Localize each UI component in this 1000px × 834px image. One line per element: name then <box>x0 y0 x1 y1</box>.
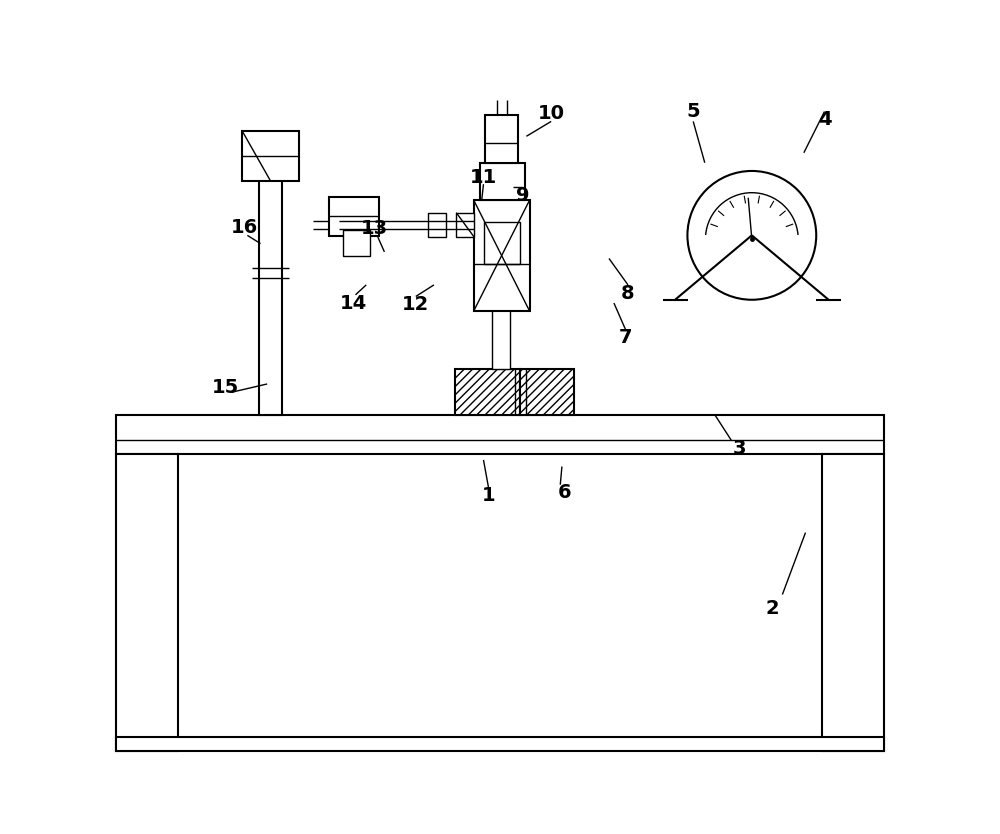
Bar <box>456 213 474 238</box>
Bar <box>485 115 518 163</box>
Bar <box>455 369 520 414</box>
Text: 6: 6 <box>558 484 571 502</box>
Text: 8: 8 <box>621 284 635 303</box>
Bar <box>492 167 510 369</box>
Text: 12: 12 <box>402 295 429 314</box>
Bar <box>329 197 379 236</box>
Text: 11: 11 <box>470 168 497 187</box>
Bar <box>116 414 884 455</box>
Text: 4: 4 <box>818 110 831 129</box>
Text: 2: 2 <box>766 599 779 618</box>
Text: 9: 9 <box>516 186 530 205</box>
Bar <box>484 222 520 264</box>
Text: 1: 1 <box>482 486 495 505</box>
Bar <box>343 229 370 256</box>
Text: 10: 10 <box>538 103 565 123</box>
Bar <box>480 163 525 200</box>
Bar <box>520 369 574 414</box>
Bar <box>428 214 446 237</box>
Text: 14: 14 <box>340 294 367 313</box>
Bar <box>822 455 884 751</box>
Bar <box>474 200 530 311</box>
Bar <box>116 455 178 751</box>
Bar <box>116 736 884 751</box>
Bar <box>259 171 282 414</box>
Text: 13: 13 <box>361 219 388 239</box>
Text: 15: 15 <box>212 378 240 397</box>
Bar <box>242 131 299 181</box>
Text: 7: 7 <box>619 329 632 347</box>
Text: 5: 5 <box>686 102 700 121</box>
Text: 3: 3 <box>733 439 746 458</box>
Text: 16: 16 <box>230 218 258 237</box>
